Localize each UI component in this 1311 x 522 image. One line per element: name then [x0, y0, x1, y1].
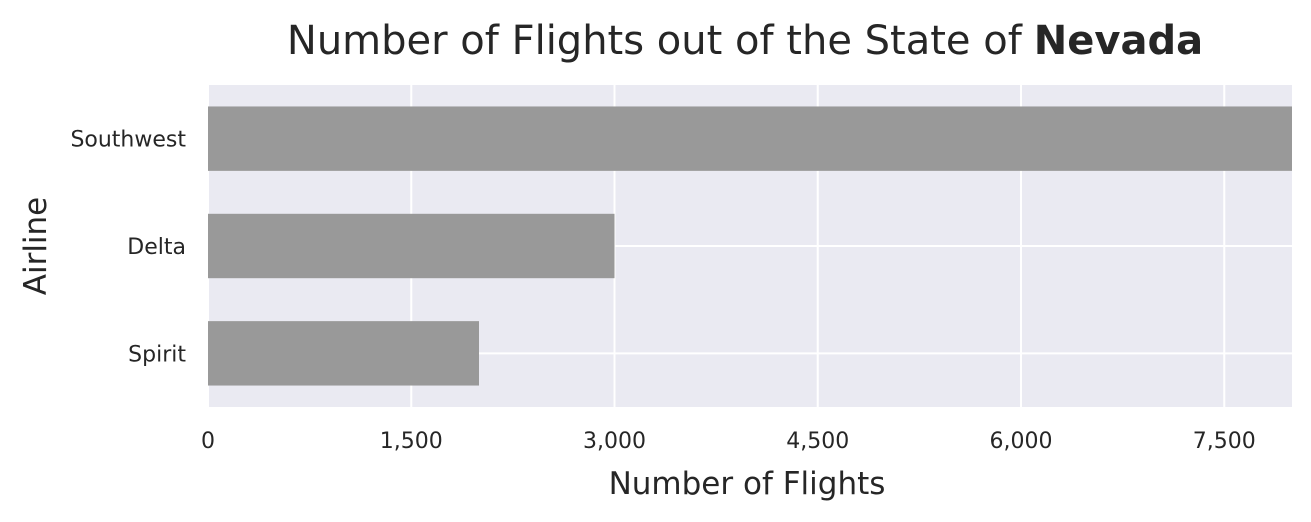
x-tick-labels: 0 1,500 3,000 4,500 6,000 7,500 [201, 429, 1256, 454]
chart-title: Number of Flights out of the State of Nev… [287, 18, 1203, 64]
y-tick-label: Spirit [128, 342, 186, 367]
x-axis-label: Number of Flights [609, 466, 886, 502]
bar-southwest [208, 106, 1292, 171]
y-tick-labels: Southwest Delta Spirit [70, 128, 186, 368]
chart-title-text: Number of Flights out of the State of [287, 18, 1023, 64]
x-tick-label: 0 [201, 429, 215, 454]
bar-spirit [208, 321, 479, 386]
x-tick-label: 4,500 [786, 429, 849, 454]
bar-delta [208, 213, 615, 279]
x-tick-label: 6,000 [990, 429, 1053, 454]
x-tick-label: 7,500 [1193, 429, 1256, 454]
y-tick-label: Southwest [70, 128, 186, 153]
chart-title-emphasis: Nevada [1034, 18, 1203, 64]
x-tick-label: 3,000 [583, 429, 646, 454]
x-tick-label: 1,500 [380, 429, 443, 454]
bars [208, 106, 1292, 386]
y-tick-label: Delta [127, 235, 186, 260]
y-axis-label: Airline [18, 197, 54, 296]
